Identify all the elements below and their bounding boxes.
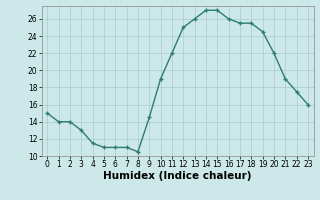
X-axis label: Humidex (Indice chaleur): Humidex (Indice chaleur)	[103, 171, 252, 181]
